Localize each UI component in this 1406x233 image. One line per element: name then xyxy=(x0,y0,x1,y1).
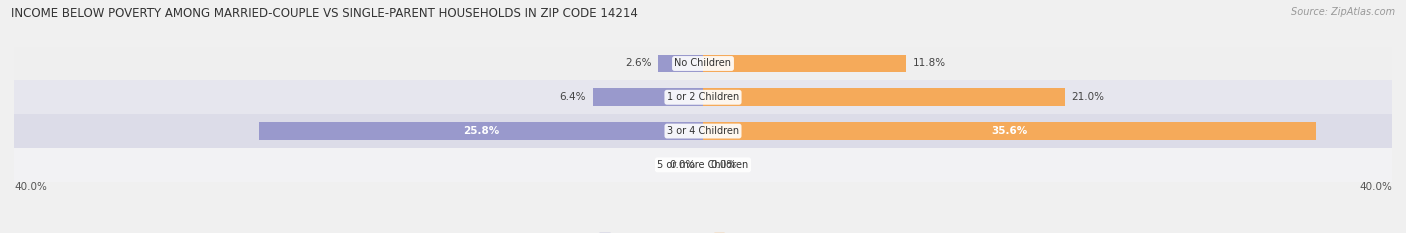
Bar xyxy=(593,89,703,106)
Text: 3 or 4 Children: 3 or 4 Children xyxy=(666,126,740,136)
Text: 6.4%: 6.4% xyxy=(560,92,586,102)
Bar xyxy=(703,89,1064,106)
Text: No Children: No Children xyxy=(675,58,731,69)
Bar xyxy=(658,55,703,72)
Text: 11.8%: 11.8% xyxy=(912,58,946,69)
Text: 40.0%: 40.0% xyxy=(14,182,46,192)
Text: 35.6%: 35.6% xyxy=(991,126,1028,136)
Bar xyxy=(259,122,703,140)
Text: 0.0%: 0.0% xyxy=(669,160,696,170)
Bar xyxy=(703,122,1316,140)
Bar xyxy=(703,55,907,72)
Bar xyxy=(14,148,1392,182)
Text: 5 or more Children: 5 or more Children xyxy=(658,160,748,170)
Text: 25.8%: 25.8% xyxy=(463,126,499,136)
Text: 2.6%: 2.6% xyxy=(624,58,651,69)
Bar xyxy=(14,80,1392,114)
Text: Source: ZipAtlas.com: Source: ZipAtlas.com xyxy=(1291,7,1395,17)
Text: 1 or 2 Children: 1 or 2 Children xyxy=(666,92,740,102)
Text: 40.0%: 40.0% xyxy=(1360,182,1392,192)
Legend: Married Couples, Single Parents: Married Couples, Single Parents xyxy=(595,229,811,233)
Text: 0.0%: 0.0% xyxy=(710,160,737,170)
Text: INCOME BELOW POVERTY AMONG MARRIED-COUPLE VS SINGLE-PARENT HOUSEHOLDS IN ZIP COD: INCOME BELOW POVERTY AMONG MARRIED-COUPL… xyxy=(11,7,638,20)
Bar xyxy=(14,114,1392,148)
Bar xyxy=(14,47,1392,80)
Text: 21.0%: 21.0% xyxy=(1071,92,1105,102)
